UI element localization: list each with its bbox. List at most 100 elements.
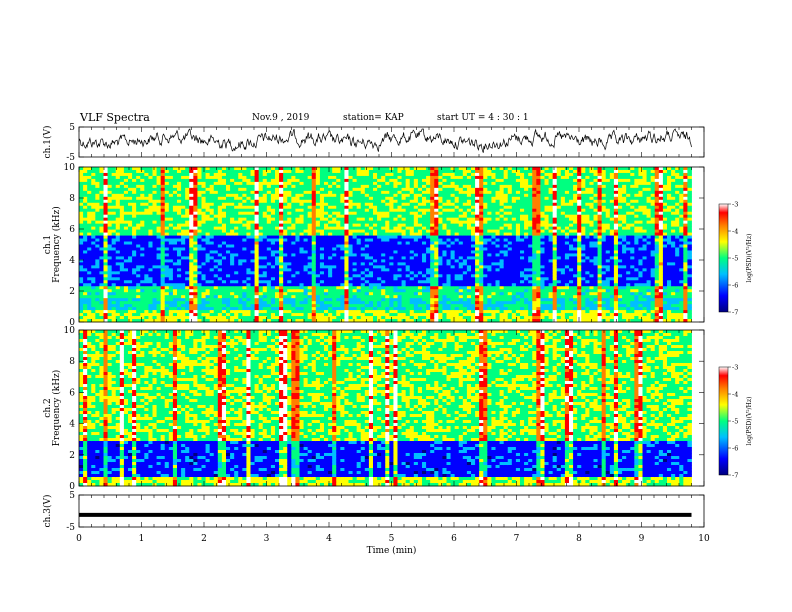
spectrogram-cell bbox=[168, 232, 174, 236]
spectrogram-cell bbox=[230, 169, 235, 174]
spectrogram-cell bbox=[348, 232, 353, 236]
spectrogram-cell bbox=[172, 175, 178, 180]
spectrogram-cell bbox=[197, 280, 202, 284]
spectrogram-cell bbox=[246, 226, 251, 230]
spectrogram-cell bbox=[299, 196, 304, 201]
spectrogram-cell bbox=[275, 247, 280, 251]
spectrogram-cell bbox=[107, 217, 113, 222]
spectrogram-cell bbox=[344, 214, 349, 219]
spectrogram-cell bbox=[246, 271, 251, 275]
spectrogram-cell bbox=[356, 304, 362, 308]
spectrogram-cell bbox=[128, 211, 133, 216]
spectrogram-cell bbox=[177, 184, 182, 189]
spectrogram-cell bbox=[238, 289, 243, 293]
spectrogram-cell bbox=[279, 271, 284, 275]
spectrogram-cell bbox=[430, 178, 435, 183]
spectrogram-cell bbox=[328, 283, 333, 287]
spectrogram-cell bbox=[344, 181, 349, 186]
spectrogram-cell bbox=[79, 265, 84, 269]
spectrogram-cell bbox=[319, 310, 325, 314]
spectrogram-cell bbox=[324, 193, 329, 198]
spectrogram-cell bbox=[242, 226, 247, 230]
spectrogram-cell bbox=[119, 214, 125, 219]
spectrogram-cell bbox=[397, 181, 402, 186]
spectrogram-cell bbox=[430, 268, 435, 272]
spectrogram-cell bbox=[328, 241, 333, 245]
spectrogram-cell bbox=[344, 172, 349, 177]
spectrogram-cell bbox=[275, 202, 280, 207]
spectrogram-cell bbox=[291, 319, 296, 323]
spectrogram-cell bbox=[115, 241, 121, 245]
spectrogram-cell bbox=[413, 289, 419, 293]
spectrogram-cell bbox=[381, 211, 386, 216]
spectrogram-cell bbox=[99, 232, 104, 236]
spectrogram-cell bbox=[258, 301, 264, 305]
spectrogram-cell bbox=[168, 274, 174, 278]
spectrogram-cell bbox=[250, 247, 255, 251]
spectrogram-cell bbox=[430, 241, 435, 245]
spectrogram-cell bbox=[356, 292, 362, 296]
spectrogram-cell bbox=[430, 295, 435, 299]
spectrogram-cell bbox=[238, 223, 243, 228]
spectrogram-cell bbox=[123, 196, 129, 201]
spectrogram-cell bbox=[352, 211, 358, 216]
spectrogram-cell bbox=[303, 292, 309, 296]
spectrogram-cell bbox=[119, 184, 125, 189]
spectrogram-cell bbox=[262, 307, 268, 311]
spectrogram-cell bbox=[103, 286, 108, 290]
spectrogram-cell bbox=[352, 292, 358, 296]
spectrogram-cell bbox=[373, 211, 378, 216]
spectrogram-cell bbox=[422, 169, 427, 174]
spectrogram-cell bbox=[430, 289, 435, 293]
spectrogram-cell bbox=[160, 277, 166, 281]
spectrogram-cell bbox=[148, 196, 153, 201]
spectrogram-cell bbox=[119, 316, 125, 320]
spectrogram-cell bbox=[83, 229, 88, 233]
spectrogram-cell bbox=[299, 265, 304, 269]
spectrogram-cell bbox=[95, 169, 100, 174]
spectrogram-cell bbox=[458, 277, 464, 281]
spectrogram-cell bbox=[373, 277, 378, 281]
spectrogram-cell bbox=[107, 167, 113, 171]
spectrogram-cell bbox=[254, 250, 260, 254]
spectrogram-cell bbox=[373, 256, 378, 260]
spectrogram-cell bbox=[144, 289, 149, 293]
spectrogram-cell bbox=[205, 289, 211, 293]
spectrogram-cell bbox=[254, 169, 260, 174]
spectrogram-cell bbox=[389, 175, 394, 180]
spectrogram-cell bbox=[368, 319, 374, 323]
spectrogram-cell bbox=[381, 280, 386, 284]
spectrogram-cell bbox=[295, 217, 300, 222]
spectrogram-cell bbox=[111, 214, 117, 219]
spectrogram-cell bbox=[205, 274, 211, 278]
spectrogram-cell bbox=[95, 220, 100, 225]
spectrogram-cell bbox=[254, 178, 260, 183]
spectrogram-cell bbox=[115, 184, 121, 189]
spectrogram-cell bbox=[356, 256, 362, 260]
spectrogram-cell bbox=[115, 229, 121, 233]
spectrogram-cell bbox=[103, 274, 108, 278]
spectrogram-cell bbox=[172, 298, 178, 302]
spectrogram-cell bbox=[315, 169, 321, 174]
spectrogram-cell bbox=[201, 220, 206, 225]
spectrogram-cell bbox=[226, 181, 231, 186]
spectrogram-cell bbox=[185, 238, 190, 242]
spectrogram-cell bbox=[262, 259, 268, 263]
spectrogram-cell bbox=[254, 193, 260, 198]
spectrogram-cell bbox=[426, 208, 431, 213]
spectrogram-cell bbox=[95, 238, 100, 242]
spectrogram-cell bbox=[295, 247, 300, 251]
spectrogram-cell bbox=[430, 310, 435, 314]
spectrogram-cell bbox=[185, 175, 190, 180]
spectrogram-cell bbox=[442, 313, 447, 317]
spectrogram-cell bbox=[123, 199, 129, 204]
spectrogram-cell bbox=[409, 217, 415, 222]
spectrogram-cell bbox=[454, 289, 460, 293]
spectrogram-cell bbox=[405, 256, 411, 260]
spectrogram-cell bbox=[332, 316, 337, 320]
spectrogram-cell bbox=[246, 265, 251, 269]
spectrogram-cell bbox=[454, 265, 460, 269]
spectrogram-cell bbox=[209, 167, 215, 171]
spectrogram-cell bbox=[246, 289, 251, 293]
spectrogram-cell bbox=[234, 208, 239, 213]
